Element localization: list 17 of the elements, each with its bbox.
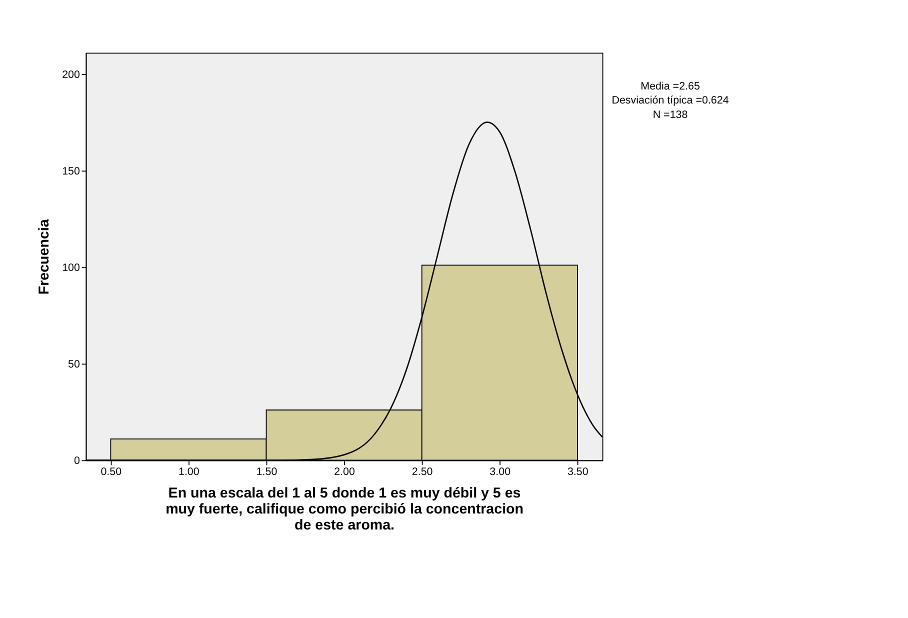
x-tick-label: 0.50 xyxy=(100,466,122,478)
y-tick-label: 0 xyxy=(74,455,80,468)
y-tick-label: 200 xyxy=(62,68,80,81)
x-tick-label: 1.00 xyxy=(178,466,200,478)
y-tick-label: 100 xyxy=(62,262,80,274)
text: Desviación típica =0.624 xyxy=(612,94,729,107)
y-tick-label: 50 xyxy=(68,358,80,371)
y-axis-title: Frecuencia xyxy=(36,218,53,295)
text: Media =2.65 xyxy=(640,80,700,92)
x-axis-title: En una escala del 1 al 5 donde 1 es muy débil y 5 es muy fuerte, califique como percibió la concentracion de este aroma. xyxy=(166,485,524,534)
x-tick-label: 1.50 xyxy=(256,466,278,478)
x-tick-label: 3.50 xyxy=(567,466,588,478)
y-tick-label: 150 xyxy=(62,166,80,178)
x-tick-label: 2.50 xyxy=(412,466,433,478)
text: N =138 xyxy=(652,108,688,121)
x-tick-label: 3.00 xyxy=(490,466,511,478)
x-tick-label: 2.00 xyxy=(334,466,355,478)
